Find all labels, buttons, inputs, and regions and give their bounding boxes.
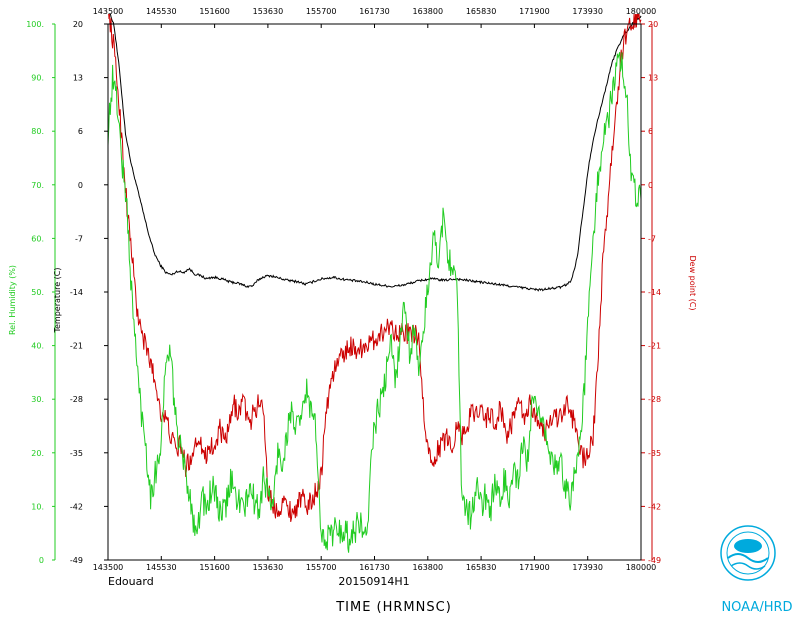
- rh-tick-label: 0: [39, 556, 44, 565]
- rh-tick-label: 40.: [31, 342, 44, 351]
- x-tick-label-top: 155700: [306, 7, 337, 16]
- temperature-axis-label: Temperature (C): [53, 267, 62, 333]
- x-tick-label-top: 153630: [253, 7, 284, 16]
- x-tick-label-bottom: 161730: [359, 563, 390, 572]
- temp-series-line: [109, 14, 642, 292]
- temperature-tick-label: -21: [70, 342, 83, 351]
- x-tick-label-top: 171900: [519, 7, 550, 16]
- temperature-tick-label: -42: [70, 502, 83, 511]
- x-tick-label-top: 161730: [359, 7, 390, 16]
- noaa-logo-icon: [720, 525, 776, 581]
- dewpoint-tick-label: -42: [648, 502, 661, 511]
- dewpoint-tick-label: -28: [648, 395, 661, 404]
- x-tick-label-bottom: 151600: [199, 563, 230, 572]
- temperature-tick-label: -35: [70, 449, 83, 458]
- rh-tick-label: 100.: [26, 20, 44, 29]
- dewpoint-tick-label: -49: [648, 556, 661, 565]
- x-tick-label-bottom: 153630: [253, 563, 284, 572]
- dewpoint-tick-label: 20: [648, 20, 658, 29]
- x-tick-label-top: 165830: [466, 7, 497, 16]
- rh-tick-label: 80.: [31, 127, 44, 136]
- dewpoint-tick-label: 0: [648, 181, 653, 190]
- x-axis-label: TIME (HRMNSC): [335, 600, 452, 615]
- temperature-tick-label: 0: [78, 181, 83, 190]
- rh-tick-label: 50.: [31, 288, 44, 297]
- temperature-tick-label: 13: [73, 74, 83, 83]
- rh-tick-label: 70.: [31, 181, 44, 190]
- dew-series-line: [108, 14, 642, 523]
- x-tick-label-bottom: 171900: [519, 563, 550, 572]
- temperature-tick-label: -14: [70, 288, 83, 297]
- x-tick-label-bottom: 155700: [306, 563, 337, 572]
- x-tick-label-bottom: 143500: [93, 563, 124, 572]
- rh-axis-label: Rel. Humidity (%): [8, 265, 17, 335]
- temperature-tick-label: 20: [73, 20, 83, 29]
- storm-name: Edouard: [108, 575, 154, 588]
- x-tick-label-top: 143500: [93, 7, 124, 16]
- rh-tick-label: 20.: [31, 449, 44, 458]
- temperature-tick-label: -7: [75, 234, 83, 243]
- x-tick-label-top: 163800: [413, 7, 444, 16]
- x-tick-label-top: 145530: [146, 7, 177, 16]
- rh-series-line: [108, 51, 642, 553]
- rh-tick-label: 60.: [31, 234, 44, 243]
- dewpoint-tick-label: 13: [648, 74, 658, 83]
- rh-tick-label: 90.: [31, 74, 44, 83]
- x-tick-label-bottom: 145530: [146, 563, 177, 572]
- logo-text: NOAA/HRD: [721, 600, 792, 615]
- dewpoint-tick-label: -35: [648, 449, 661, 458]
- dewpoint-tick-label: 6: [648, 127, 653, 136]
- dewpoint-tick-label: -21: [648, 342, 661, 351]
- x-tick-label-bottom: 163800: [413, 563, 444, 572]
- x-tick-label-bottom: 165830: [466, 563, 497, 572]
- dewpoint-tick-label: -7: [648, 234, 656, 243]
- temperature-tick-label: -28: [70, 395, 83, 404]
- dewpoint-axis-label: Dew point (C): [688, 256, 697, 311]
- x-tick-label-top: 173930: [572, 7, 603, 16]
- rh-tick-label: 30.: [31, 395, 44, 404]
- tick-layer: 0 10. 20. 30. 40. 50. 60. 70. 80. 90. 100. -49 -42 -3…: [26, 7, 661, 572]
- x-tick-label-bottom: 173930: [572, 563, 603, 572]
- temperature-tick-label: -49: [70, 556, 83, 565]
- plot-frame: [107, 23, 642, 561]
- series-layer: [108, 14, 642, 553]
- x-tick-label-bottom: 180000: [626, 563, 657, 572]
- dewpoint-tick-label: -14: [648, 288, 661, 297]
- x-tick-label-top: 151600: [199, 7, 230, 16]
- x-tick-label-top: 180000: [626, 7, 657, 16]
- rh-tick-label: 10.: [31, 502, 44, 511]
- flight-id: 20150914H1: [338, 575, 409, 588]
- temperature-tick-label: 6: [78, 127, 83, 136]
